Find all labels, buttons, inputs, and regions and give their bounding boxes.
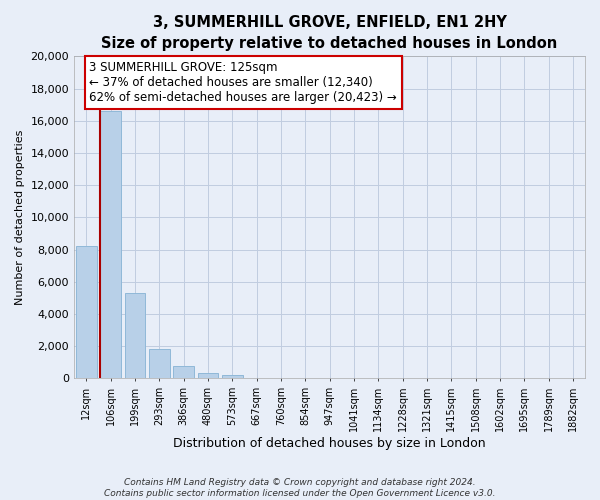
- Y-axis label: Number of detached properties: Number of detached properties: [15, 130, 25, 305]
- X-axis label: Distribution of detached houses by size in London: Distribution of detached houses by size …: [173, 437, 486, 450]
- Bar: [100, 111, 121, 378]
- Bar: [197, 374, 218, 378]
- Title: 3, SUMMERHILL GROVE, ENFIELD, EN1 2HY
Size of property relative to detached hous: 3, SUMMERHILL GROVE, ENFIELD, EN1 2HY Si…: [101, 15, 557, 51]
- Bar: [125, 293, 145, 378]
- Bar: [222, 375, 242, 378]
- Bar: [173, 366, 194, 378]
- Bar: [76, 246, 97, 378]
- Bar: [149, 348, 170, 378]
- Text: Contains HM Land Registry data © Crown copyright and database right 2024.
Contai: Contains HM Land Registry data © Crown c…: [104, 478, 496, 498]
- Text: 3 SUMMERHILL GROVE: 125sqm
← 37% of detached houses are smaller (12,340)
62% of : 3 SUMMERHILL GROVE: 125sqm ← 37% of deta…: [89, 61, 397, 104]
